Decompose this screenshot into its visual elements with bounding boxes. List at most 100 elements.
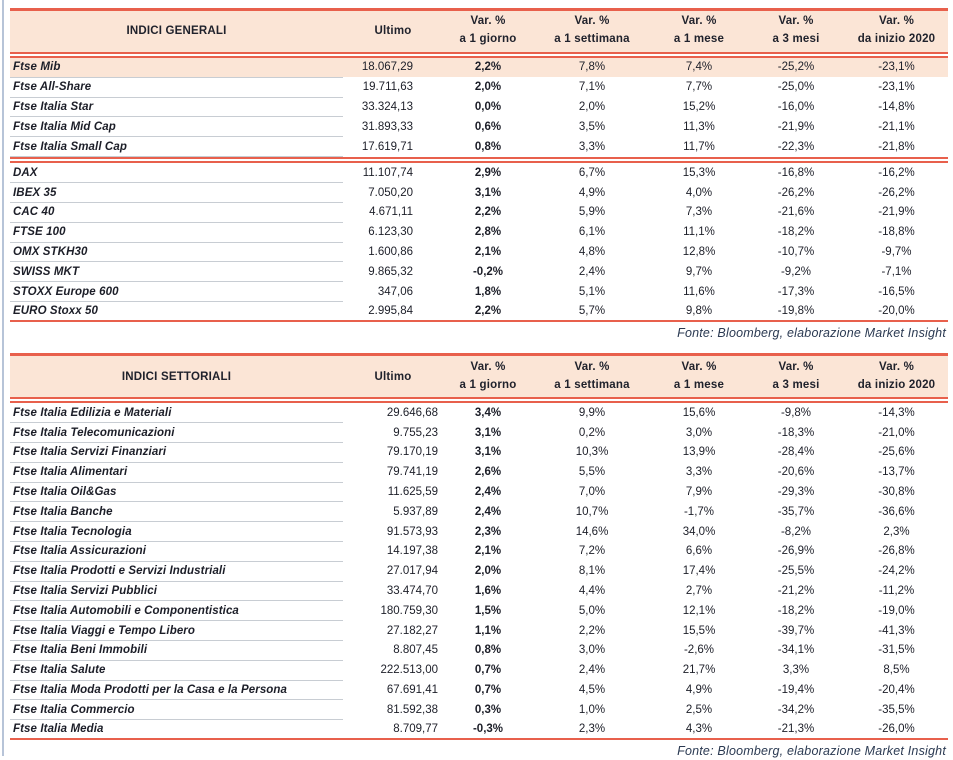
index-name: Ftse Italia Prodotti e Servizi Industria… bbox=[10, 561, 343, 582]
var-pct-value: 2,3% bbox=[474, 525, 502, 538]
var-pct-value: 1,8% bbox=[474, 285, 502, 298]
table-row: Ftse Italia Beni Immobili 8.807,45 0,8% 3,0… bbox=[10, 640, 948, 661]
var-pct-value: 1,0% bbox=[578, 703, 606, 716]
var-pct-value: 2,0% bbox=[474, 565, 502, 578]
var-pct-value: 17,4% bbox=[682, 565, 716, 578]
var-pct-value: -26,0% bbox=[878, 723, 915, 735]
table-row: Ftse Italia Tecnologia 91.573,93 2,3% 14,6%… bbox=[10, 521, 948, 542]
var-pct-value: -7,1% bbox=[881, 265, 912, 278]
var-pct-value: 2,3% bbox=[578, 723, 606, 735]
index-name: DAX bbox=[10, 162, 343, 184]
var-pct-value: 15,3% bbox=[682, 166, 716, 179]
var-pct-value: 11,6% bbox=[683, 285, 715, 298]
ultimo-value: 33.474,70 bbox=[386, 584, 438, 597]
ultimo-value: 81.592,38 bbox=[386, 703, 438, 716]
var-pct-value: 2,0% bbox=[578, 100, 606, 113]
var-pct-value: -25,2% bbox=[747, 57, 845, 78]
ultimo-value: 18.067,29 bbox=[343, 57, 443, 78]
var-pct-value: 7,0% bbox=[578, 485, 606, 498]
var-pct-value: 8,1% bbox=[578, 565, 606, 578]
table-row: Ftse Italia Small Cap 17.619,71 0,8% 3,3% 11… bbox=[10, 136, 948, 157]
var-pct-value: 2,5% bbox=[685, 703, 713, 716]
var-pct-value: 7,1% bbox=[578, 81, 606, 94]
var-pct-value: -28,4% bbox=[777, 446, 815, 459]
index-name: Ftse All-Share bbox=[10, 77, 343, 98]
var-pct-value: 0,7% bbox=[474, 664, 502, 677]
var-pct-value: 0,7% bbox=[474, 683, 502, 696]
var-pct-value: 9,9% bbox=[578, 406, 606, 419]
table-row: Ftse Italia Edilizia e Materiali 29.646,6… bbox=[10, 402, 948, 424]
var-pct-value: 11,3% bbox=[683, 120, 715, 133]
source-caption: Fonte: Bloomberg, elaborazione Market In… bbox=[677, 744, 946, 759]
var-pct-value: 12,1% bbox=[682, 604, 716, 617]
var-pct-value: -35,5% bbox=[878, 703, 915, 716]
var-pct-value: -26,2% bbox=[878, 186, 915, 199]
column-header-var-inizio-2020: Var. % da inizio 2020 bbox=[845, 354, 948, 397]
index-name: STOXX Europe 600 bbox=[10, 281, 343, 303]
index-name: Ftse Italia Moda Prodotti per la Casa e … bbox=[10, 680, 343, 701]
var-pct-value: 7,8% bbox=[533, 57, 651, 78]
index-name: Ftse Italia Servizi Pubblici bbox=[10, 581, 343, 602]
var-pct-value: -9,8% bbox=[780, 406, 812, 419]
column-header-var-1-mese: Var. % a 1 mese bbox=[651, 9, 747, 52]
var-pct-value: -41,3% bbox=[878, 624, 915, 637]
var-pct-value: 2,4% bbox=[474, 505, 502, 518]
var-pct-value: -34,1% bbox=[777, 644, 815, 657]
var-pct-value: 2,1% bbox=[474, 246, 502, 259]
table-row: Ftse Italia Alimentari 79.741,19 2,6% 5,5% 3… bbox=[10, 462, 948, 483]
var-pct-value: 12,8% bbox=[682, 246, 716, 259]
indici-settoriali-header: INDICI SETTORIALI Ultimo Var. % a 1 giorn… bbox=[10, 354, 948, 397]
column-header-var-1-settimana: Var. % a 1 settimana bbox=[533, 354, 651, 397]
ultimo-value: 17.619,71 bbox=[361, 140, 413, 153]
indici-generali-table: INDICI GENERALI Ultimo Var. % a 1 giorno … bbox=[10, 8, 948, 323]
var-pct-value: 2,1% bbox=[474, 545, 502, 558]
var-pct-value: 9,8% bbox=[685, 304, 713, 317]
index-name: IBEX 35 bbox=[10, 182, 343, 204]
index-name: CAC 40 bbox=[10, 202, 343, 223]
var-pct-value: -18,2% bbox=[777, 604, 815, 617]
var-pct-value: 21,7% bbox=[682, 664, 716, 677]
ultimo-value: 6.123,30 bbox=[368, 226, 413, 239]
var-pct-value: 34,0% bbox=[682, 525, 716, 538]
var-pct-value: 6,7% bbox=[578, 166, 606, 179]
table-row: Ftse Italia Servizi Pubblici 33.474,70 1,6… bbox=[10, 581, 948, 602]
ultimo-value: 14.197,38 bbox=[386, 545, 438, 558]
var-pct-value: -9,7% bbox=[881, 246, 912, 259]
var-pct-value: -16,0% bbox=[777, 100, 815, 113]
var-pct-value: 8,5% bbox=[883, 664, 910, 677]
table-row: Ftse Italia Viaggi e Tempo Libero 27.182,… bbox=[10, 620, 948, 641]
table-row: CAC 40 4.671,11 2,2% 5,9% 7,3% -21,6% -21,9% bbox=[10, 202, 948, 223]
var-pct-value: -2,6% bbox=[683, 644, 715, 657]
index-name: Ftse Italia Automobili e Componentistica bbox=[10, 600, 343, 622]
var-pct-value: -0,3% bbox=[472, 723, 504, 735]
var-pct-value: -17,3% bbox=[777, 285, 815, 298]
index-name: Ftse Italia Banche bbox=[10, 501, 343, 523]
column-header-var-1-settimana: Var. % a 1 settimana bbox=[533, 9, 651, 52]
table-row: FTSE 100 6.123,30 2,8% 6,1% 11,1% -18,2% -18,8… bbox=[10, 222, 948, 243]
table-row: Ftse Italia Servizi Finanziari 79.170,19 3… bbox=[10, 442, 948, 463]
var-pct-value: 5,0% bbox=[578, 604, 606, 617]
table-row: Ftse Italia Oil&Gas 11.625,59 2,4% 7,0% 7,9%… bbox=[10, 482, 948, 503]
table-row: Ftse Mib 18.067,29 2,2% 7,8% 7,4% -25,2% -23,1… bbox=[10, 57, 948, 78]
table-row: Ftse Italia Star 33.324,13 0,0% 2,0% 15,2% -1… bbox=[10, 97, 948, 118]
ultimo-value: 11.625,59 bbox=[387, 485, 438, 498]
ultimo-value: 27.017,94 bbox=[386, 565, 438, 578]
column-header-var-3-mesi: Var. % a 3 mesi bbox=[747, 9, 845, 52]
ultimo-value: 19.711,63 bbox=[362, 81, 413, 94]
var-pct-value: 3,0% bbox=[685, 426, 713, 439]
var-pct-value: 3,1% bbox=[474, 446, 502, 459]
var-pct-value: 0,8% bbox=[474, 140, 502, 153]
column-header-var-1-mese: Var. % a 1 mese bbox=[651, 354, 747, 397]
table-title: INDICI SETTORIALI bbox=[10, 354, 343, 397]
table-row: EURO Stoxx 50 2.995,84 2,2% 5,7% 9,8% -19,8% -… bbox=[10, 301, 948, 322]
var-pct-value: 4,3% bbox=[685, 723, 713, 735]
ultimo-value: 29.646,68 bbox=[386, 406, 438, 419]
index-name: Ftse Italia Assicurazioni bbox=[10, 541, 343, 562]
column-header-var-1-giorno: Var. % a 1 giorno bbox=[443, 9, 533, 52]
var-pct-value: -20,4% bbox=[878, 683, 915, 696]
index-name: Ftse Italia Viaggi e Tempo Libero bbox=[10, 620, 343, 641]
var-pct-value: 15,5% bbox=[682, 624, 716, 637]
ultimo-value: 33.324,13 bbox=[361, 100, 413, 113]
var-pct-value: -16,2% bbox=[878, 166, 915, 179]
